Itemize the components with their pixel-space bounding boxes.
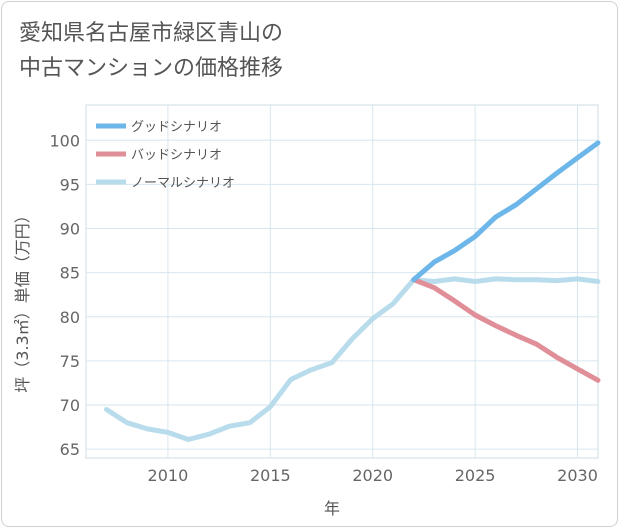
y-tick-label-90: 90	[60, 220, 80, 239]
series-line-2	[104, 276, 601, 442]
y-tick-label-70: 70	[60, 396, 80, 415]
chart-title-line-1: 愛知県名古屋市緑区青山の	[19, 21, 284, 46]
y-axis-label: 坪（3.3㎡）単価（万円）	[13, 207, 32, 392]
legend-label-2: ノーマルシナリオ	[131, 176, 235, 191]
series-line-0	[411, 140, 601, 283]
y-tick-label-85: 85	[60, 264, 80, 283]
chart-title-line-2: 中古マンションの価格推移	[19, 56, 284, 81]
y-tick-label-65: 65	[60, 440, 80, 459]
y-tick-label-95: 95	[60, 175, 80, 194]
x-tick-label-2025: 2025	[455, 466, 496, 485]
y-tick-label-80: 80	[60, 308, 80, 327]
x-tick-label-2010: 2010	[148, 466, 189, 485]
y-tick-label-75: 75	[60, 352, 80, 371]
legend-label-0: グッドシナリオ	[131, 120, 222, 135]
series-line-1	[411, 277, 601, 383]
chart-title: 愛知県名古屋市緑区青山の 中古マンションの価格推移	[19, 16, 283, 86]
series-lines	[104, 140, 601, 442]
x-tick-label-2030: 2030	[557, 466, 598, 485]
x-tick-label-2015: 2015	[250, 466, 291, 485]
x-axis-label: 年	[324, 499, 340, 518]
y-tick-label-100: 100	[49, 131, 80, 150]
x-axis-ticks: 2010 2015 2020 2025 2030	[148, 466, 598, 485]
x-tick-label-2020: 2020	[352, 466, 393, 485]
legend-label-1: バッドシナリオ	[131, 148, 222, 163]
y-axis-ticks: 65 70 75 80 85 90 95 100	[49, 131, 80, 459]
